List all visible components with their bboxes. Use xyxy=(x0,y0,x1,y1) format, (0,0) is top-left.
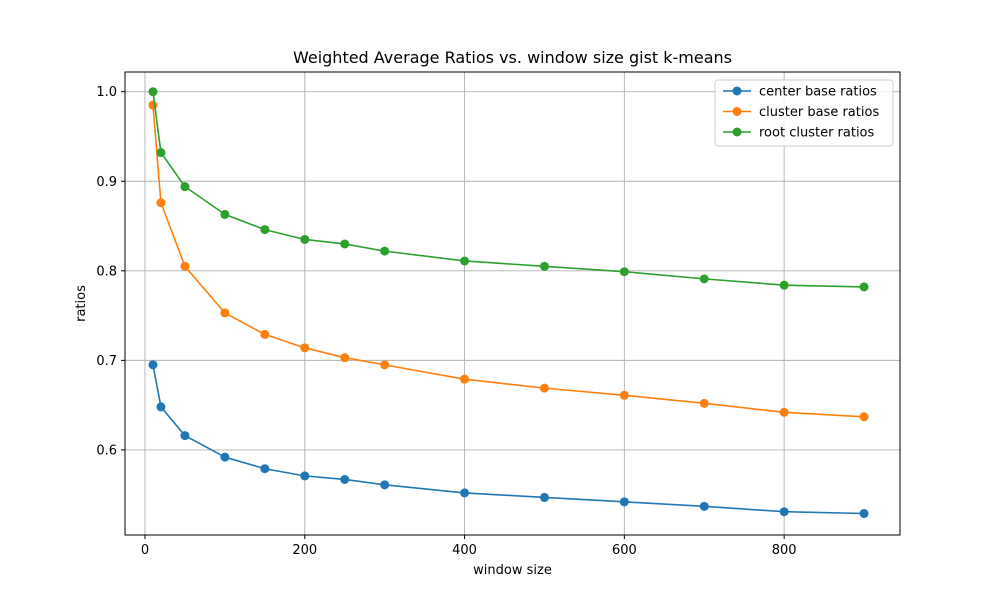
data-point-cluster-base-ratios xyxy=(619,390,629,400)
data-point-cluster-base-ratios xyxy=(220,308,230,318)
data-point-center-base-ratios xyxy=(859,509,869,519)
x-tick-label: 0 xyxy=(141,543,149,558)
data-point-root-cluster-ratios xyxy=(300,234,310,244)
data-point-root-cluster-ratios xyxy=(619,267,629,277)
legend-box xyxy=(714,79,894,147)
data-point-center-base-ratios xyxy=(779,507,789,517)
data-point-center-base-ratios xyxy=(340,474,350,484)
plot-frame xyxy=(124,71,901,536)
data-point-root-cluster-ratios xyxy=(859,282,869,292)
data-point-center-base-ratios xyxy=(300,471,310,481)
y-tick-label: 0.8 xyxy=(96,264,117,279)
data-point-root-cluster-ratios xyxy=(156,148,166,158)
data-point-cluster-base-ratios xyxy=(460,374,470,384)
data-point-cluster-base-ratios xyxy=(148,100,158,110)
data-point-root-cluster-ratios xyxy=(220,209,230,219)
data-point-center-base-ratios xyxy=(539,492,549,502)
data-point-cluster-base-ratios xyxy=(539,383,549,393)
y-tick-label: 1.0 xyxy=(96,85,117,100)
y-tick-label: 0.9 xyxy=(96,175,117,190)
x-tick-label: 400 xyxy=(452,543,477,558)
data-point-root-cluster-ratios xyxy=(148,87,158,97)
data-point-center-base-ratios xyxy=(460,488,470,498)
legend-marker-center-base-ratios xyxy=(732,86,742,96)
legend-marker-cluster-base-ratios xyxy=(732,107,742,116)
x-tick-label: 800 xyxy=(772,543,797,558)
data-point-root-cluster-ratios xyxy=(380,246,390,256)
y-tick-label: 0.6 xyxy=(96,443,117,458)
data-point-center-base-ratios xyxy=(220,452,230,462)
data-point-cluster-base-ratios xyxy=(699,398,709,408)
legend-label-center-base-ratios: center base ratios xyxy=(759,85,877,100)
legend: center base ratios cluster base ratios roo… xyxy=(714,79,894,147)
series-group xyxy=(148,87,869,519)
data-point-root-cluster-ratios xyxy=(699,274,709,284)
data-point-center-base-ratios xyxy=(619,497,629,507)
legend-label-cluster-base-ratios: cluster base ratios xyxy=(759,105,879,120)
legend-label-root-cluster-ratios: root cluster ratios xyxy=(759,126,875,141)
data-point-root-cluster-ratios xyxy=(779,280,789,290)
chart-title: Weighted Average Ratios vs. window size … xyxy=(293,48,732,67)
data-point-root-cluster-ratios xyxy=(539,261,549,271)
series-line-center-base-ratios xyxy=(152,364,865,515)
x-tick-label: 200 xyxy=(292,543,317,558)
data-point-center-base-ratios xyxy=(156,402,166,412)
y-axis-label: ratios xyxy=(74,285,89,322)
data-point-cluster-base-ratios xyxy=(180,261,190,271)
x-tick-label: 600 xyxy=(612,543,637,558)
data-point-cluster-base-ratios xyxy=(156,198,166,208)
data-point-cluster-base-ratios xyxy=(779,407,789,417)
data-point-cluster-base-ratios xyxy=(380,360,390,370)
data-point-root-cluster-ratios xyxy=(180,182,190,192)
data-point-center-base-ratios xyxy=(380,480,390,490)
data-point-root-cluster-ratios xyxy=(460,256,470,266)
x-axis-label: window size xyxy=(473,563,552,578)
data-point-center-base-ratios xyxy=(148,360,158,370)
data-point-center-base-ratios xyxy=(180,431,190,441)
data-point-cluster-base-ratios xyxy=(300,343,310,353)
axis-ticks: 0 200 400 600 800 0.6 0.7 0.8 0.9 1.0 xyxy=(96,85,796,558)
series-line-root-cluster-ratios xyxy=(152,91,865,288)
data-point-center-base-ratios xyxy=(260,464,270,474)
data-point-cluster-base-ratios xyxy=(859,412,869,422)
data-point-center-base-ratios xyxy=(699,501,709,511)
data-point-root-cluster-ratios xyxy=(340,239,350,249)
data-point-cluster-base-ratios xyxy=(340,353,350,363)
data-point-root-cluster-ratios xyxy=(260,225,270,235)
data-point-cluster-base-ratios xyxy=(260,329,270,339)
series-line-cluster-base-ratios xyxy=(152,105,865,418)
legend-marker-root-cluster-ratios xyxy=(732,127,742,137)
y-tick-label: 0.7 xyxy=(96,354,117,369)
